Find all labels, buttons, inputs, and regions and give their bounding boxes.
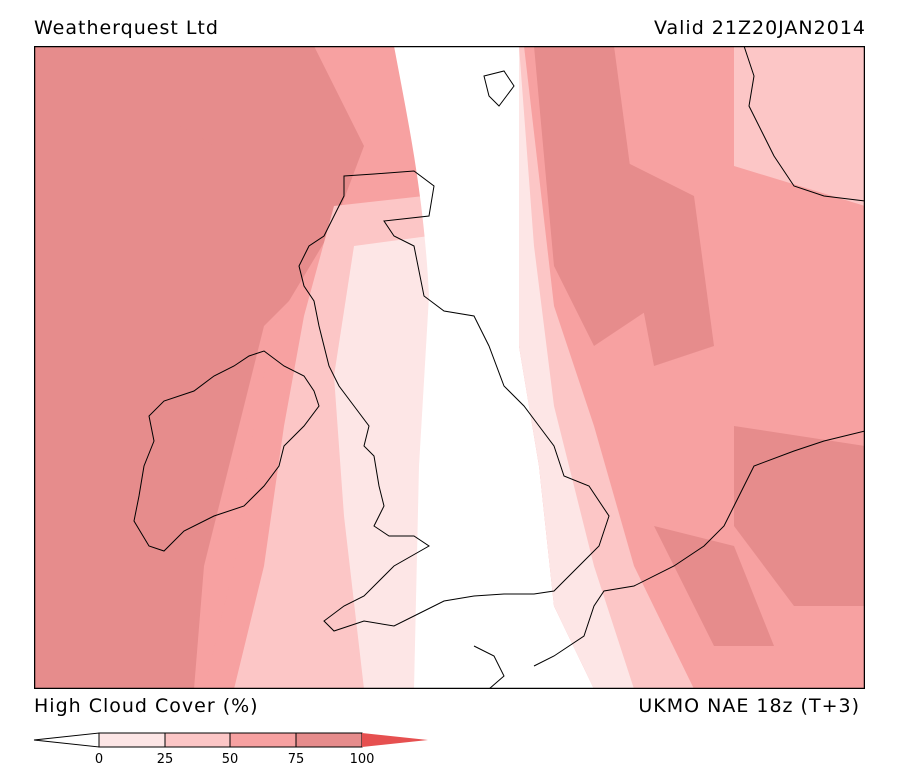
cloud-zone-0-25 bbox=[334, 236, 434, 689]
valid-time-label: Valid 21Z20JAN2014 bbox=[653, 17, 866, 39]
legend-75-100 bbox=[295, 732, 363, 748]
great-britain-coast bbox=[298, 170, 610, 632]
legend-tick-0: 0 bbox=[95, 752, 103, 767]
ireland-coast bbox=[133, 350, 320, 552]
clear-sky-strip bbox=[394, 46, 594, 689]
continent-coast bbox=[533, 430, 865, 667]
model-label: UKMO NAE 18z (T+3) bbox=[638, 695, 860, 717]
legend-25-50 bbox=[164, 732, 231, 748]
color-legend: 0 25 50 75 100 bbox=[33, 732, 428, 767]
map-frame bbox=[34, 46, 865, 689]
map-title: High Cloud Cover (%) bbox=[34, 695, 259, 717]
shetland-coast bbox=[483, 70, 515, 107]
coastlines bbox=[133, 46, 865, 689]
channel-islands-coast bbox=[473, 645, 505, 689]
cloud-cover-map bbox=[34, 46, 865, 689]
legend-tick-25: 25 bbox=[157, 752, 174, 767]
legend-0-25 bbox=[98, 732, 166, 748]
publisher-label: Weatherquest Ltd bbox=[34, 17, 219, 39]
legend-above-100 bbox=[362, 733, 428, 747]
legend-tick-100: 100 bbox=[350, 752, 375, 767]
cloud-zone-east-75-100 bbox=[534, 46, 865, 646]
cloud-zone-ireland-dark bbox=[34, 100, 249, 689]
legend-50-75 bbox=[229, 732, 297, 748]
legend-tick-50: 50 bbox=[222, 752, 239, 767]
legend-below-0 bbox=[33, 732, 100, 748]
norway-coast bbox=[743, 46, 865, 202]
legend-tick-75: 75 bbox=[288, 752, 305, 767]
